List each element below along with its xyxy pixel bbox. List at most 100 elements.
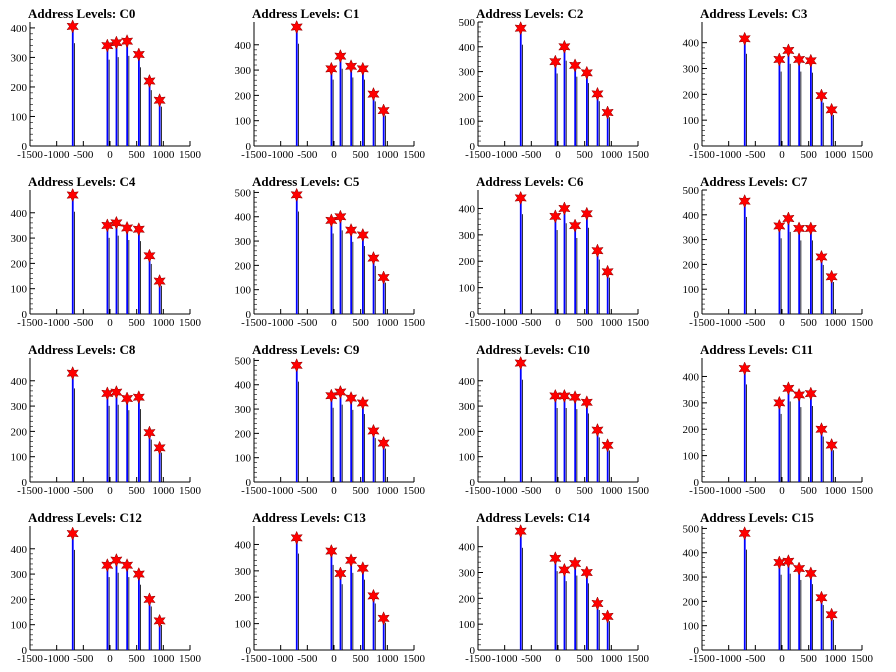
peak-marker xyxy=(120,220,134,236)
panel-c11: Address Levels: C11 0 100 200 300 400 -1500 -10… xyxy=(683,342,874,497)
x-tick-label: 500 xyxy=(576,653,593,665)
peak-marker xyxy=(290,19,303,35)
peak-marker xyxy=(356,561,369,576)
peak-marker xyxy=(66,366,79,381)
x-tick-label: -1000 xyxy=(492,485,518,497)
x-tick-label: 1000 xyxy=(600,485,623,497)
x-tick-label: -1000 xyxy=(716,317,742,329)
histogram-spike xyxy=(350,66,353,146)
histogram-spike xyxy=(743,368,746,482)
histogram-spike xyxy=(126,565,129,650)
x-tick-label: 0 xyxy=(779,149,785,161)
histogram-spike-secondary xyxy=(332,233,334,314)
peak-marker xyxy=(804,221,817,236)
y-tick-label: 500 xyxy=(683,185,700,197)
histogram-spike-secondary xyxy=(150,606,152,650)
peak-marker xyxy=(825,269,838,284)
histogram-spike xyxy=(787,388,790,482)
peak-marker xyxy=(514,524,527,539)
x-tick-label: 0 xyxy=(107,485,113,497)
x-tick-label: 1000 xyxy=(600,653,623,665)
x-tick-label: -1000 xyxy=(716,485,742,497)
histogram-spike-secondary xyxy=(833,282,834,314)
histogram-spike-secondary xyxy=(609,450,610,482)
histogram-spike-secondary xyxy=(598,259,600,314)
histogram-spike-secondary xyxy=(140,409,141,482)
y-tick-label: 0 xyxy=(22,141,28,153)
histogram-spike-secondary xyxy=(374,603,376,650)
x-tick-label: -1000 xyxy=(492,653,518,665)
x-tick-label: -500 xyxy=(297,149,318,161)
x-tick-label: 1500 xyxy=(179,317,202,329)
histogram-spike-secondary xyxy=(128,55,130,146)
histogram-spike-secondary xyxy=(298,43,299,146)
histogram-spike xyxy=(810,60,812,146)
x-tick-label: -500 xyxy=(73,317,94,329)
y-tick-label: 300 xyxy=(459,401,476,413)
histogram-spike xyxy=(372,595,375,650)
x-tick-label: 1000 xyxy=(824,149,847,161)
histogram-spike xyxy=(810,228,812,314)
peak-marker xyxy=(143,248,156,263)
chart-title: Address Levels: C15 xyxy=(700,510,814,525)
histogram-spike-secondary xyxy=(298,553,299,650)
panel-c15: Address Levels: C15 0 100 200 300 400 500 -1500… xyxy=(683,510,874,665)
peak-marker xyxy=(120,558,134,573)
peak-marker xyxy=(558,201,571,216)
chart-title: Address Levels: C3 xyxy=(700,6,808,21)
histogram-spike xyxy=(106,45,109,146)
x-tick-label: 1500 xyxy=(851,317,874,329)
peak-marker xyxy=(568,58,582,73)
histogram-spike xyxy=(519,197,522,314)
peak-marker xyxy=(344,390,358,406)
peak-marker xyxy=(377,270,390,285)
histogram-spike-secondary xyxy=(780,574,782,650)
peak-marker xyxy=(773,52,786,67)
histogram-spike xyxy=(362,402,364,482)
histogram-spike-secondary xyxy=(140,67,141,146)
peak-marker xyxy=(549,209,562,224)
y-tick-label: 0 xyxy=(470,309,476,321)
peak-marker xyxy=(290,187,303,202)
x-tick-label: 0 xyxy=(779,317,785,329)
peak-marker xyxy=(367,250,380,266)
histogram-spike-secondary xyxy=(341,230,343,314)
histogram-spike-secondary xyxy=(576,76,578,146)
peak-marker xyxy=(773,218,786,234)
x-tick-label: 1500 xyxy=(627,653,650,665)
y-tick-label: 200 xyxy=(235,592,252,604)
histogram-spike-secondary xyxy=(140,584,141,650)
x-tick-label: 1000 xyxy=(376,149,399,161)
y-tick-label: 100 xyxy=(235,116,252,128)
histogram-spike-secondary xyxy=(74,43,75,146)
x-tick-label: 500 xyxy=(352,149,369,161)
histogram-spike xyxy=(330,68,333,146)
histogram-spike xyxy=(106,565,109,650)
x-tick-label: -500 xyxy=(745,149,766,161)
x-tick-label: 0 xyxy=(331,653,337,665)
peak-marker xyxy=(143,425,156,440)
histogram-spike-secondary xyxy=(588,413,589,482)
x-tick-label: -1500 xyxy=(17,653,43,665)
panel-c1: Address Levels: C1 0 100 200 300 400 -1500 -100… xyxy=(235,6,426,161)
peak-marker xyxy=(344,553,358,568)
histogram-spike xyxy=(778,59,781,147)
peak-marker xyxy=(815,422,828,437)
histogram-spike-secondary xyxy=(780,413,782,482)
peak-marker xyxy=(120,34,134,49)
peak-marker xyxy=(101,558,114,573)
peak-marker xyxy=(792,52,806,67)
x-tick-label: -500 xyxy=(297,317,318,329)
peak-marker xyxy=(591,422,604,438)
chart-title: Address Levels: C10 xyxy=(476,342,590,357)
peak-marker xyxy=(153,273,166,289)
x-tick-label: -1500 xyxy=(17,317,43,329)
histogram-spike-secondary xyxy=(74,549,75,650)
peak-marker xyxy=(66,526,79,541)
panel-c3: Address Levels: C3 0 100 200 300 400 -1500 -100… xyxy=(683,6,874,161)
y-tick-label: 0 xyxy=(470,477,476,489)
histogram-spike xyxy=(596,603,599,650)
peak-marker xyxy=(132,222,145,237)
histogram-spike-secondary xyxy=(128,577,130,650)
x-tick-label: 500 xyxy=(800,317,817,329)
